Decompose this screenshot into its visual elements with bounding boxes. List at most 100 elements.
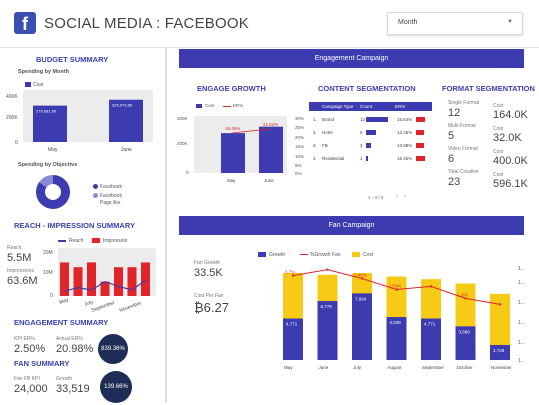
- legend-er-swatch: [223, 106, 231, 107]
- row-index: 1.: [313, 117, 317, 122]
- x-tick-label: November: [491, 365, 512, 370]
- x-tick-label: September: [91, 300, 116, 314]
- y-tick-label: 200K: [6, 115, 18, 121]
- campaign-type: Brand: [322, 117, 335, 122]
- y-tick-label: 400K: [6, 94, 18, 100]
- format-cost-label: Cost: [493, 149, 504, 155]
- format-cost-value: 596.1K: [493, 178, 528, 190]
- reach-series-line: [64, 279, 146, 292]
- impression-bar: [100, 281, 110, 296]
- x-tick-label: June: [319, 365, 329, 370]
- legend-growth-fan-swatch: [300, 254, 308, 255]
- growth-fan-point: [395, 288, 398, 291]
- content-segmentation-title: CONTENT SEGMENTATION: [318, 84, 416, 93]
- growth-fan-point: [464, 297, 467, 300]
- fan-kpi-value: 24,000: [14, 383, 48, 395]
- next-page-icon[interactable]: ›: [404, 194, 406, 200]
- y-tick-label: 0: [15, 140, 18, 146]
- actual-er-label: Actual ER%: [56, 336, 83, 342]
- month-filter-label: Month: [398, 19, 418, 26]
- growth-data-label: 7,664: [355, 296, 367, 301]
- app-header: f SOCIAL MEDIA : FACEBOOK Month ▼: [0, 0, 539, 48]
- bar: [33, 105, 67, 142]
- campaign-count: 1: [360, 156, 363, 161]
- x-tick-label: July: [353, 365, 362, 370]
- growth-data-label: 6,778: [321, 304, 333, 309]
- growth-bar: [352, 293, 372, 360]
- caret-down-icon[interactable]: ▼: [507, 19, 513, 25]
- y-tick-label: 200K: [177, 141, 188, 146]
- growth-fan-point: [429, 285, 433, 288]
- table-row[interactable]: 1. Brand 13 15.64%: [309, 115, 432, 126]
- growth-fan-point: [326, 268, 329, 271]
- column-header: ER%: [395, 104, 406, 109]
- growth-data-label: 4,771: [286, 322, 298, 327]
- growth-bar: [421, 318, 441, 360]
- content-table-header: Campaign Type Count ER%: [309, 102, 432, 111]
- table-row[interactable]: 2. Hotel 6 13.45%: [309, 128, 432, 139]
- x-tick-label: October: [457, 365, 474, 370]
- vertical-divider: [165, 48, 167, 402]
- donut-hole: [45, 184, 61, 200]
- legend-facebook-label: Facebook: [100, 184, 122, 190]
- x-tick-label: May: [48, 147, 58, 153]
- growth-fan-data-label: 3.46%: [354, 272, 367, 277]
- right-axis-label: 1...: [518, 266, 525, 272]
- y-tick-label: 400K: [177, 116, 188, 121]
- er-bar: [416, 130, 424, 135]
- growth-data-label: 1,728: [493, 348, 505, 353]
- format-cost-value: 400.0K: [493, 155, 528, 167]
- y2-tick-label: 0%: [295, 171, 302, 176]
- growth-data-label: 4,771: [424, 322, 436, 327]
- er-data-label: 21.52%: [263, 122, 278, 127]
- campaign-count: 13: [360, 117, 366, 122]
- growth-data-label: 3,869: [459, 329, 471, 334]
- cost-bar: [259, 126, 283, 173]
- format-cost-value: 164.0K: [493, 109, 528, 121]
- cost-bar: [221, 133, 245, 173]
- engagement-summary-title: ENGAGEMENT SUMMARY: [14, 318, 109, 327]
- spending-by-objective-donut: [35, 175, 70, 209]
- month-filter-dropdown[interactable]: Month ▼: [387, 12, 523, 35]
- page-title: SOCIAL MEDIA : FACEBOOK: [44, 15, 249, 32]
- count-bar: [366, 143, 372, 148]
- legend-page-like-swatch: [93, 193, 98, 198]
- format-label: Single Format: [448, 100, 480, 106]
- x-tick-label: November: [119, 300, 143, 314]
- count-bar: [366, 156, 368, 161]
- right-axis-label: 1...: [518, 340, 525, 346]
- er-value: 13.99%: [397, 143, 413, 148]
- engagement-ratio-circle: 839.36%: [98, 334, 128, 364]
- er-bar: [416, 117, 425, 122]
- growth-value: 33,519: [56, 383, 90, 395]
- x-tick-label: May: [227, 178, 236, 183]
- legend-growth-fan-label: %Growth Fan: [310, 252, 341, 258]
- table-row[interactable]: 3. FB 3 13.99%: [309, 141, 432, 152]
- legend-cost-swatch: [352, 252, 360, 257]
- impression-bar: [114, 267, 123, 296]
- y2-tick-label: 10%: [295, 154, 304, 159]
- growth-bar: [490, 344, 510, 360]
- impressions-label: Impressions: [7, 268, 34, 274]
- legend-cost-label: Cost: [33, 82, 44, 88]
- cost-bar: [490, 293, 510, 360]
- growth-fan-data-label: 2.54%: [389, 284, 402, 289]
- y-tick-label: 0: [186, 170, 189, 175]
- bar-value-label: 279,681.6K: [36, 109, 57, 114]
- format-count: 23: [448, 176, 461, 188]
- prev-page-icon[interactable]: ‹: [396, 194, 398, 200]
- bar: [109, 99, 143, 142]
- legend-cost-swatch: [196, 104, 202, 108]
- spending-by-month-title: Spending by Month: [18, 69, 70, 75]
- table-row[interactable]: 4. Residential 1 15.45%: [309, 154, 432, 165]
- fan-summary-title: FAN SUMMARY: [14, 359, 70, 368]
- format-cost-label: Cost: [493, 103, 504, 109]
- engage-growth-title: ENGAGE GROWTH: [197, 84, 266, 93]
- x-tick-label: September: [422, 365, 445, 370]
- x-tick-label: June: [264, 178, 274, 183]
- row-index: 2.: [313, 130, 317, 135]
- legend-growth-swatch: [258, 252, 266, 257]
- cost-per-fan-value: ₿6.27: [194, 300, 229, 315]
- spending-by-objective-title: Spending by Objective: [18, 162, 78, 168]
- format-segmentation-title: FORMAT SEGMENTATION: [442, 84, 535, 93]
